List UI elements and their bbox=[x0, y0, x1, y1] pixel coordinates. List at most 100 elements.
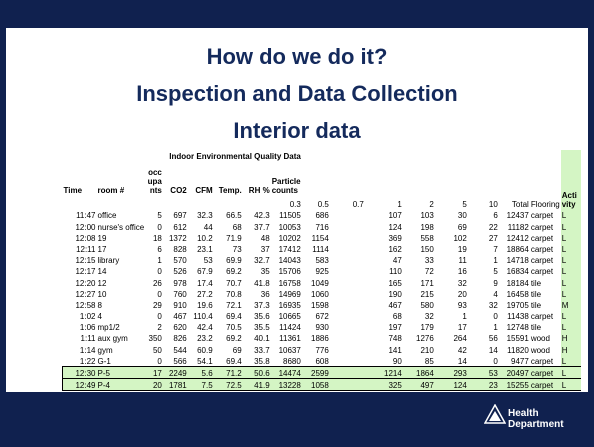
table-cell: 27 bbox=[488, 233, 498, 243]
header-cell bbox=[365, 161, 403, 195]
table-cell bbox=[330, 332, 365, 343]
data-row: 12:00 nurse's office 0 612 44 68 37.7 10053 716 1… bbox=[63, 220, 581, 232]
header-cell bbox=[365, 150, 403, 161]
table-cell: 1214 bbox=[364, 365, 403, 380]
table-cell: 33 bbox=[424, 256, 434, 266]
header-cell bbox=[330, 150, 365, 161]
table-cell: 0 bbox=[493, 312, 498, 322]
table-cell: wood bbox=[530, 334, 550, 344]
data-row: 12:58 8 29 910 19.6 72.1 37.3 16935 1598 467 580 93… bbox=[63, 298, 581, 310]
table-cell: 35 bbox=[260, 267, 270, 277]
data-row: 1:02 4 0 467 110.4 69.4 35.6 10665 672 68 32 1 0 1143… bbox=[63, 309, 581, 322]
table-cell bbox=[330, 343, 365, 354]
table-cell: 42.3 bbox=[254, 211, 270, 221]
table-cell: 12:30 bbox=[62, 365, 97, 380]
table-cell: 85 bbox=[424, 356, 434, 366]
table-cell: 69.4 bbox=[226, 312, 242, 322]
table-cell: 69.2 bbox=[226, 267, 242, 277]
table-cell: 12:17 bbox=[75, 267, 96, 277]
header-cell bbox=[435, 150, 468, 161]
table-cell: 19.6 bbox=[197, 300, 213, 310]
table-cell: 70.8 bbox=[226, 289, 242, 299]
table-cell: L bbox=[560, 309, 581, 322]
table-cell: 16758 bbox=[278, 278, 301, 288]
table-cell: 19 bbox=[97, 233, 107, 243]
table-cell: 1886 bbox=[311, 334, 329, 344]
table-cell: 18 bbox=[152, 233, 162, 243]
table-cell: 171 bbox=[420, 278, 434, 288]
table-cell: 1 bbox=[462, 312, 467, 322]
header-cell bbox=[530, 150, 561, 161]
table-cell: 53 bbox=[467, 365, 499, 380]
table-cell: carpet bbox=[530, 267, 554, 277]
table-cell: 70.5 bbox=[226, 323, 242, 333]
table-cell: 8680 bbox=[283, 356, 301, 366]
header-cell bbox=[63, 150, 97, 161]
table-cell: L bbox=[560, 354, 581, 367]
table-cell: 12 bbox=[97, 278, 107, 288]
header-cell bbox=[243, 195, 271, 209]
table-cell: 102 bbox=[453, 233, 467, 243]
data-row: 12:30 P-5 17 2249 5.6 71.2 50.6 14474 2599 1214 18… bbox=[62, 365, 581, 380]
table-cell: 350 bbox=[148, 334, 162, 344]
data-row: 1:22 G-1 0 566 54.1 69.4 35.8 8680 608 90 85 14 0 947… bbox=[63, 354, 581, 367]
table-cell: 60.9 bbox=[197, 345, 213, 355]
table-cell: 0 bbox=[493, 356, 498, 366]
table-cell: 2 bbox=[157, 323, 162, 333]
table-cell: 35.5 bbox=[254, 323, 270, 333]
data-row: 12:08 19 18 1372 10.2 71.9 48 10202 1154 369 558 10… bbox=[63, 231, 581, 243]
table-cell: 558 bbox=[420, 233, 434, 243]
table-cell bbox=[330, 209, 365, 220]
table-cell: 0 bbox=[157, 222, 162, 232]
table-cell: 30 bbox=[457, 211, 467, 221]
header-cell bbox=[499, 161, 530, 195]
group-header: Indoor Environmental Quality Data bbox=[169, 152, 301, 162]
table-cell: 14 bbox=[457, 356, 467, 366]
table-cell: 580 bbox=[420, 300, 434, 310]
table-cell: 20 bbox=[457, 289, 467, 299]
table-cell: 14718 bbox=[506, 256, 529, 266]
table-cell: 1154 bbox=[311, 233, 329, 243]
table-cell: 1:14 bbox=[79, 345, 96, 355]
table-cell: 42.4 bbox=[197, 323, 213, 333]
table-cell: L bbox=[560, 265, 581, 277]
table-cell: 17 bbox=[97, 244, 107, 254]
table-cell: 32 bbox=[488, 300, 498, 310]
table-cell: 179 bbox=[420, 323, 434, 333]
table-cell: 11 bbox=[458, 256, 467, 266]
table-cell: 583 bbox=[315, 256, 329, 266]
table-cell: carpet bbox=[530, 211, 554, 221]
column-header: Flooring bbox=[530, 200, 560, 210]
table-cell: 27.2 bbox=[197, 289, 213, 299]
slide-title: How do we do it? Inspection and Data Col… bbox=[0, 38, 594, 149]
table-cell: 20 bbox=[145, 377, 163, 392]
table-cell: 29 bbox=[152, 300, 162, 310]
table-cell: L bbox=[560, 276, 581, 288]
table-cell bbox=[330, 355, 365, 367]
table-cell: L bbox=[560, 287, 581, 299]
table-cell: 2599 bbox=[301, 365, 330, 380]
table-cell: 5 bbox=[493, 267, 498, 277]
table-cell: 716 bbox=[315, 222, 329, 232]
table-cell: 40.1 bbox=[254, 334, 270, 344]
table-cell: 6 bbox=[157, 244, 162, 254]
table-cell: 1864 bbox=[402, 365, 435, 380]
table-cell: 68 bbox=[392, 312, 402, 322]
table-cell: 107 bbox=[388, 211, 402, 221]
column-header: CFM bbox=[195, 186, 213, 196]
table-cell: 612 bbox=[173, 222, 187, 232]
table-cell: 14043 bbox=[278, 256, 301, 266]
table-cell: 1598 bbox=[311, 300, 329, 310]
table-cell: 828 bbox=[173, 244, 187, 254]
table-cell: 0 bbox=[157, 356, 162, 366]
title-line: How do we do it? bbox=[206, 44, 388, 69]
header-cell bbox=[560, 150, 581, 162]
column-header: 0.5 bbox=[317, 200, 329, 210]
table-cell: 32.3 bbox=[197, 211, 213, 221]
table-cell: carpet bbox=[530, 222, 554, 232]
table-cell: 8 bbox=[97, 300, 102, 310]
table-cell: 293 bbox=[434, 365, 468, 380]
header-cell bbox=[403, 150, 435, 161]
table-cell: 1:02 bbox=[79, 312, 96, 322]
table-cell: aux gym bbox=[97, 334, 128, 344]
